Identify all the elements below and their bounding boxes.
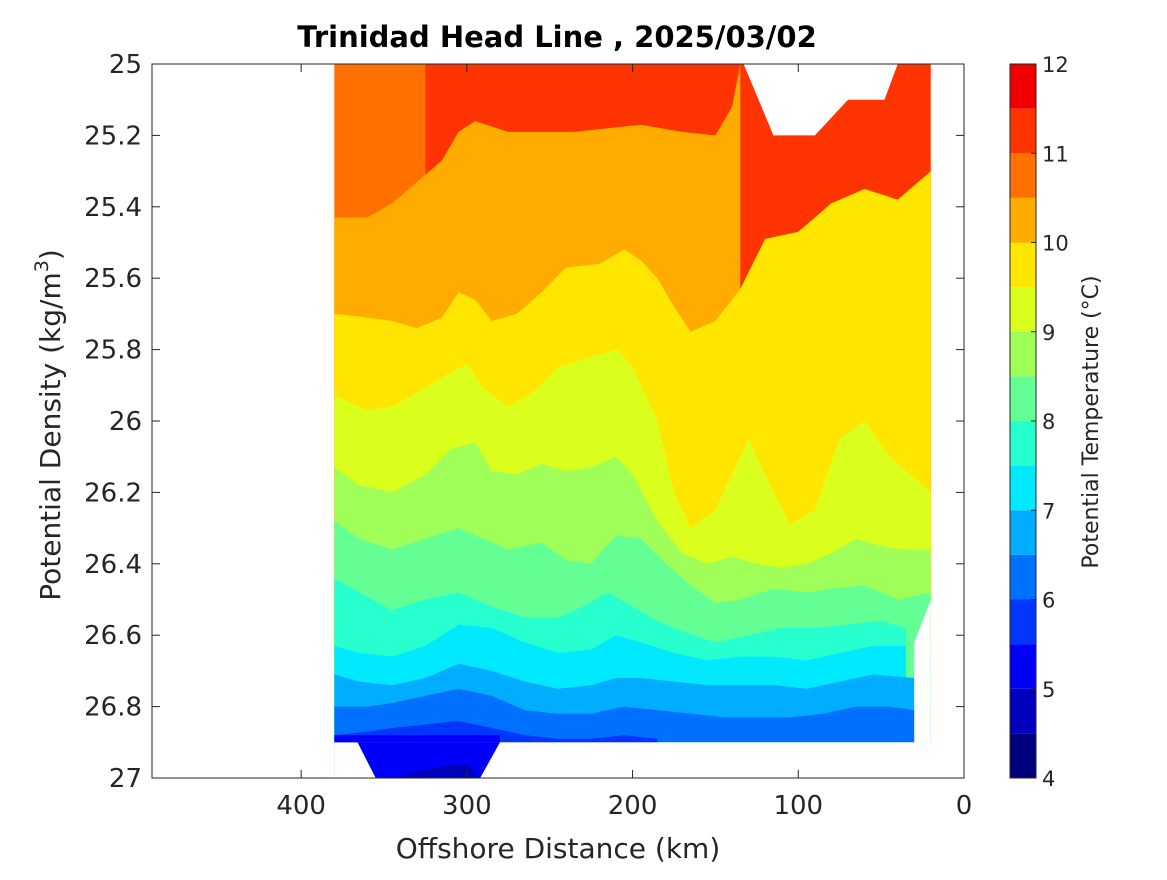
y-tick-label: 25 [109, 50, 142, 80]
y-tick-label: 26 [109, 407, 142, 437]
contour-fills [334, 64, 931, 778]
y-tick-label: 25.8 [84, 336, 142, 366]
plot-area [151, 63, 965, 779]
y-axis-label-end: ) [34, 249, 67, 260]
colorbar-label: Potential Temperature (°C) [1079, 275, 1104, 568]
y-tick-label: 26.6 [84, 621, 142, 651]
deep-lobe-top [334, 735, 500, 743]
colorbar-segment [1010, 331, 1036, 377]
missing-data-corner [914, 599, 931, 743]
colorbar-tick-label: 6 [1042, 589, 1055, 613]
colorbar-tick-label: 8 [1042, 410, 1055, 434]
y-tick-label: 26.2 [84, 478, 142, 508]
colorbar-segment [1010, 510, 1036, 555]
deep-lobe-4p5 [392, 763, 481, 778]
x-tick-label: 0 [956, 791, 973, 821]
colorbar-tick-label: 7 [1042, 499, 1055, 523]
colorbar-segment [1010, 64, 1036, 109]
y-axis-label-main: Potential Density (kg/m [34, 272, 67, 601]
y-tick-label: 25.2 [84, 121, 142, 151]
x-tick-label: 100 [773, 791, 823, 821]
colorbar-segment [1010, 287, 1036, 332]
y-tick-label: 26.8 [84, 693, 142, 723]
y-axis-label-superscript: 3 [31, 260, 53, 272]
y-tick-label: 27 [109, 764, 142, 794]
colorbar-tick-label: 9 [1042, 321, 1055, 345]
x-axis: 400 300 200 100 0 [276, 64, 972, 821]
colorbar-segment [1010, 688, 1036, 734]
colorbar-tick-label: 12 [1042, 53, 1069, 77]
x-tick-label: 200 [608, 791, 658, 821]
colorbar-segment [1010, 108, 1036, 154]
colorbar-segment [1010, 421, 1036, 466]
y-axis: 25 25.2 25.4 25.6 25.8 26 26.2 26.4 26.6 26.8 27 [84, 50, 964, 794]
colorbar-segment [1010, 153, 1036, 198]
colorbar-segment [1010, 376, 1036, 421]
colorbar: 4 5 6 7 8 9 10 11 12 [1009, 53, 1069, 791]
y-tick-label: 26.4 [84, 550, 142, 580]
colorbar-segment [1010, 554, 1036, 600]
chart-title: Trinidad Head Line , 2025/03/02 [297, 20, 817, 54]
colorbar-segment [1010, 599, 1036, 645]
y-tick-label: 25.4 [84, 193, 142, 223]
colorbar-tick-label: 11 [1042, 142, 1069, 166]
colorbar-tick-label: 4 [1042, 767, 1055, 791]
x-axis-label: Offshore Distance (km) [396, 832, 721, 865]
colorbar-segment [1010, 197, 1036, 243]
y-tick-label: 25.6 [84, 264, 142, 294]
x-tick-label: 300 [442, 791, 492, 821]
x-tick-label: 400 [276, 791, 326, 821]
colorbar-tick-label: 5 [1042, 678, 1055, 702]
missing-data-top [743, 64, 898, 136]
colorbar-segment [1010, 242, 1036, 288]
colorbar-segment [1010, 644, 1036, 689]
colorbar-tick-label: 10 [1042, 232, 1069, 256]
y-axis-label: Potential Density (kg/m3) [31, 249, 67, 601]
colorbar-segment [1010, 465, 1036, 511]
colorbar-segment [1010, 733, 1036, 778]
